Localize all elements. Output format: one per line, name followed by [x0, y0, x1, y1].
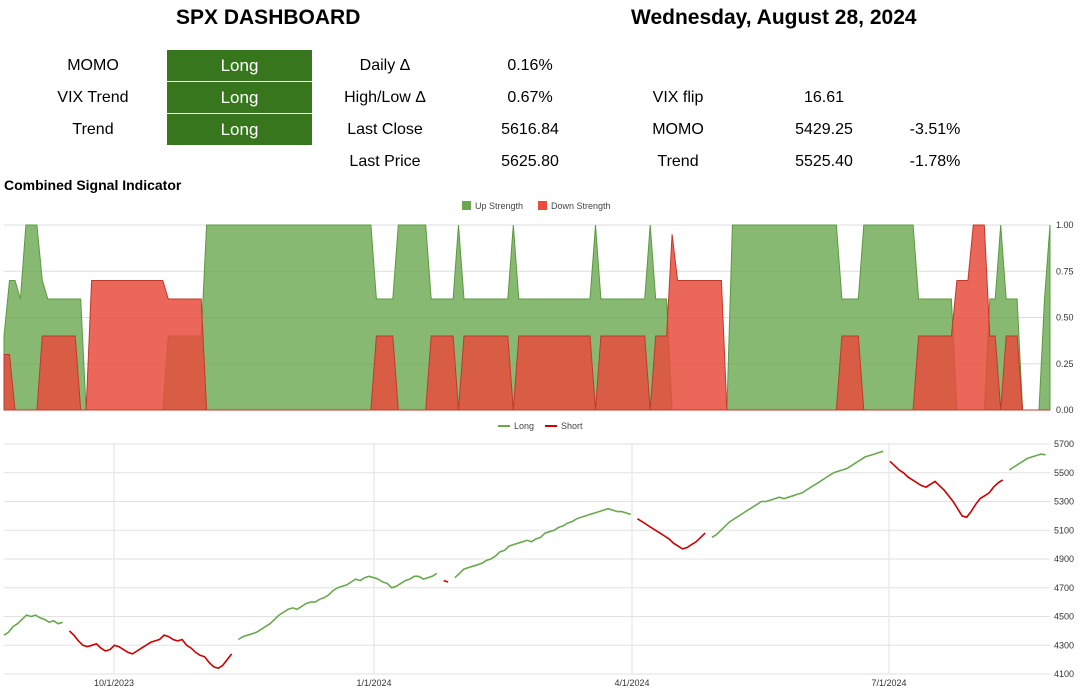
level-label-vix-flip: VIX flip — [652, 89, 704, 106]
short-segment-line — [889, 460, 1004, 519]
short-segment-line — [637, 518, 706, 550]
level-pct-momo: -3.51% — [909, 121, 961, 138]
x-tick-label: 10/1/2023 — [94, 678, 134, 688]
dashboard-date: Wednesday, August 28, 2024 — [631, 6, 917, 29]
y-tick-label: 0.00 — [1056, 405, 1074, 415]
legend-label-short: Short — [561, 421, 583, 431]
y-tick-label: 4100 — [1054, 669, 1074, 679]
legend-swatch-down — [538, 201, 547, 210]
combined-signal-chart: 1.00 0.75 0.50 0.25 0.00 — [3, 220, 1074, 415]
level-label-momo: MOMO — [652, 121, 704, 138]
long-segment-line — [237, 572, 438, 641]
y-tick-label: 0.50 — [1056, 313, 1074, 323]
y-tick-label: 0.75 — [1056, 266, 1074, 276]
level-label-trend: Trend — [657, 153, 699, 170]
stat-label-last-close: Last Close — [347, 121, 423, 138]
legend-swatch-long — [498, 425, 510, 427]
level-value-vix-flip: 16.61 — [803, 89, 845, 106]
signal-value-trend: Long — [167, 114, 312, 145]
x-tick-label: 1/1/2024 — [356, 678, 391, 688]
level-pct-trend: -1.78% — [909, 153, 961, 170]
stat-label-last-price: Last Price — [349, 153, 421, 170]
y-tick-label: 5100 — [1054, 525, 1074, 535]
signal-value-vix-trend: Long — [167, 82, 312, 113]
long-segment-line — [1008, 453, 1046, 471]
y-tick-label: 4500 — [1054, 612, 1074, 622]
section-title-combined-signal: Combined Signal Indicator — [4, 177, 182, 193]
spx-price-chart: 5700 5500 5300 5100 4900 4700 4500 4300 4100 10/1… — [3, 439, 1074, 688]
y-tick-label: 4700 — [1054, 583, 1074, 593]
legend-swatch-up — [462, 201, 471, 210]
y-tick-label: 4900 — [1054, 554, 1074, 564]
y-tick-label: 5500 — [1054, 468, 1074, 478]
level-value-momo: 5429.25 — [795, 121, 853, 138]
signal-label-momo: MOMO — [67, 57, 119, 74]
long-segment-line — [3, 614, 63, 636]
stat-label-high-low-delta: High/Low Δ — [344, 89, 426, 106]
stat-label-daily-delta: Daily Δ — [359, 57, 411, 74]
stat-value-last-price: 5625.80 — [501, 153, 559, 170]
legend-label-up: Up Strength — [475, 201, 524, 211]
y-tick-label: 5300 — [1054, 497, 1074, 507]
y-tick-label: 4300 — [1054, 640, 1074, 650]
short-segment-line — [68, 630, 233, 670]
long-segment-line — [711, 450, 884, 539]
signal-label-vix-trend: VIX Trend — [57, 89, 129, 106]
dashboard-title: SPX DASHBOARD — [176, 6, 361, 29]
legend-label-long: Long — [514, 421, 535, 431]
short-segment-line — [443, 579, 449, 583]
y-tick-label: 5700 — [1054, 439, 1074, 449]
signal-label-trend: Trend — [72, 121, 114, 138]
x-tick-label: 4/1/2024 — [614, 678, 649, 688]
legend-label-down: Down Strength — [551, 201, 611, 211]
level-value-trend: 5525.40 — [795, 153, 853, 170]
x-tick-label: 7/1/2024 — [871, 678, 906, 688]
signal-value-momo: Long — [167, 50, 312, 81]
stat-value-high-low-delta: 0.67% — [507, 89, 553, 106]
down-strength-area — [3, 224, 1050, 411]
long-segment-line — [454, 507, 631, 579]
legend-swatch-short — [545, 425, 557, 427]
y-tick-label: 0.25 — [1056, 359, 1074, 369]
stat-value-daily-delta: 0.16% — [507, 57, 553, 74]
stat-value-last-close: 5616.84 — [501, 121, 559, 138]
y-tick-label: 1.00 — [1056, 220, 1074, 230]
